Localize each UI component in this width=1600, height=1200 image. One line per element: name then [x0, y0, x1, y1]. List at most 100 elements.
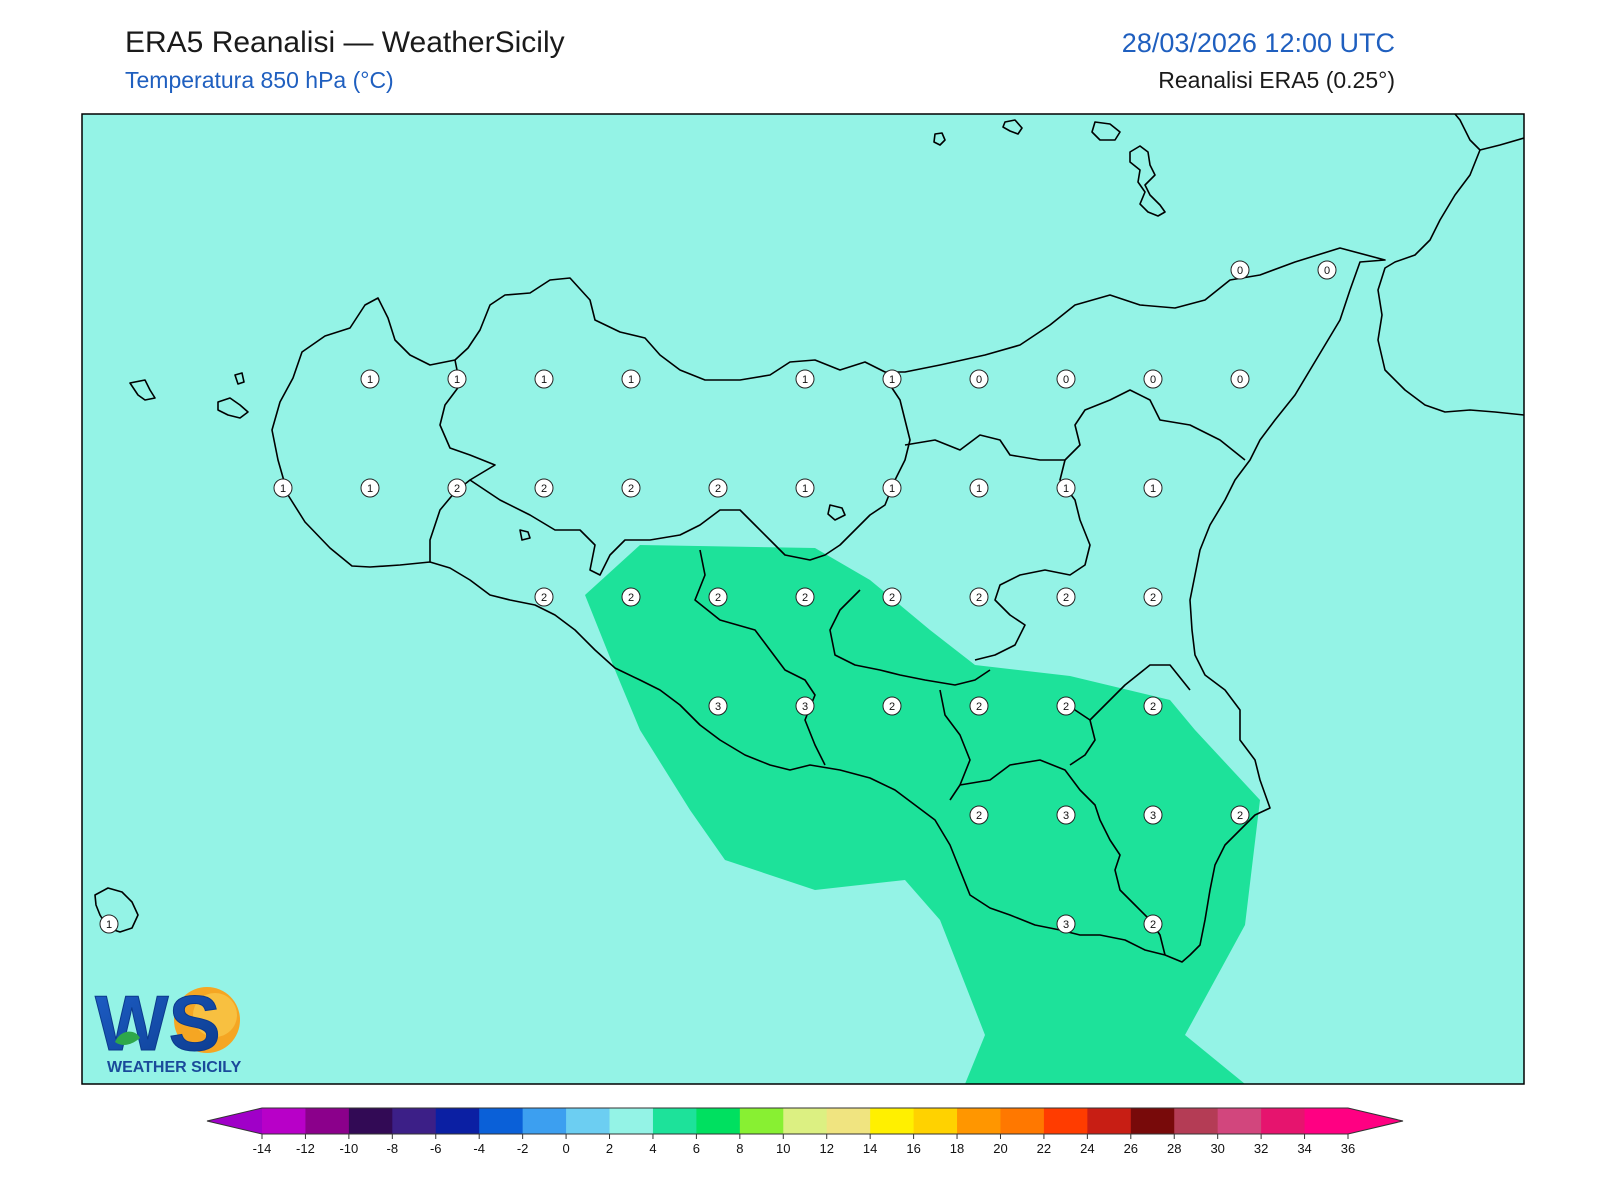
province-border: [469, 384, 911, 576]
station-marker: 2: [969, 805, 989, 825]
station-circle: [1143, 696, 1163, 716]
lake-outline: [827, 504, 846, 521]
station-value: 1: [628, 374, 634, 386]
logo-letters: WS: [95, 979, 221, 1067]
province-border: [1089, 664, 1191, 721]
station-circle: [1143, 369, 1163, 389]
station-value: 1: [367, 483, 373, 495]
colorbar-tick-label: -14: [253, 1141, 272, 1156]
calabria-coastline: [1377, 149, 1524, 416]
station-value: 1: [1063, 483, 1069, 495]
station-marker: 3: [1056, 805, 1076, 825]
colorbar-segment: [1261, 1108, 1306, 1134]
colorbar-tick-label: 26: [1124, 1141, 1138, 1156]
province-border: [959, 759, 1166, 956]
station-value: 1: [106, 919, 112, 931]
station-value: 1: [802, 374, 808, 386]
province-border: [429, 359, 496, 562]
map-title: ERA5 Reanalisi — WeatherSicily: [125, 26, 565, 59]
station-circle: [1056, 587, 1076, 607]
station-circle: [708, 478, 728, 498]
colorbar-segment: [566, 1108, 611, 1134]
colorbar-under-extend: [207, 1108, 262, 1134]
colorbar-tick-label: 8: [736, 1141, 743, 1156]
station-marker: 2: [621, 587, 641, 607]
station-value: 2: [454, 483, 460, 495]
colorbar-segment: [305, 1108, 350, 1134]
station-value: 2: [976, 810, 982, 822]
colorbar-segment: [435, 1108, 480, 1134]
station-value: 0: [976, 374, 982, 386]
station-marker: 1: [882, 369, 902, 389]
colorbar-segment: [1043, 1108, 1088, 1134]
sicily-coastline: [271, 247, 1386, 963]
station-value: 1: [280, 483, 286, 495]
colorbar-segment: [870, 1108, 915, 1134]
station-value: 1: [1150, 483, 1156, 495]
station-circle: [795, 369, 815, 389]
colorbar-tick-label: -2: [517, 1141, 529, 1156]
station-marker: 1: [99, 914, 119, 934]
station-marker: 2: [795, 587, 815, 607]
island-coastline: [1129, 145, 1166, 217]
station-value: 3: [1063, 810, 1069, 822]
station-circle: [882, 587, 902, 607]
colorbar: -14 -12 -10 -8 -6 -4 -2 0 2 4 6 8 10 12 14 16 18 20 22 24 26…: [206, 1107, 1404, 1156]
station-circle: [708, 696, 728, 716]
colorbar-segment: [826, 1108, 871, 1134]
station-value: 3: [715, 701, 721, 713]
weather-sicily-logo: WS WEATHER SICILY: [95, 979, 242, 1077]
station-marker: 2: [882, 696, 902, 716]
station-value: 2: [715, 592, 721, 604]
province-border: [974, 459, 1091, 661]
colorbar-segment: [609, 1108, 654, 1134]
station-value: 2: [1150, 592, 1156, 604]
colorbar-tick-label: 16: [906, 1141, 920, 1156]
station-circle: [969, 696, 989, 716]
station-marker: 1: [447, 369, 467, 389]
station-value: 2: [541, 592, 547, 604]
temperature-field-2-4: [585, 545, 1260, 1084]
colorbar-segment: [262, 1108, 306, 1134]
station-marker: 1: [795, 478, 815, 498]
station-value: 1: [976, 483, 982, 495]
station-value: 1: [802, 483, 808, 495]
colorbar-tick-label: 22: [1037, 1141, 1051, 1156]
station-value: 2: [889, 592, 895, 604]
station-marker: 1: [360, 478, 380, 498]
station-marker: 2: [1143, 914, 1163, 934]
station-circle: [1230, 369, 1250, 389]
station-marker: 0: [969, 369, 989, 389]
station-value: 0: [1237, 265, 1243, 277]
colorbar-segment: [1130, 1108, 1175, 1134]
station-value: 1: [367, 374, 373, 386]
station-value: 2: [976, 701, 982, 713]
station-circle: [969, 587, 989, 607]
station-marker: 1: [969, 478, 989, 498]
station-circle: [795, 478, 815, 498]
colorbar-segment: [1000, 1108, 1045, 1134]
station-circle: [1143, 478, 1163, 498]
colorbar-tick-label: -10: [339, 1141, 358, 1156]
station-marker: 1: [621, 369, 641, 389]
station-value: 3: [802, 701, 808, 713]
station-circle: [1143, 805, 1163, 825]
station-marker: 1: [795, 369, 815, 389]
station-marker: 2: [1143, 696, 1163, 716]
station-marker: 0: [1230, 260, 1250, 280]
station-circle: [1056, 805, 1076, 825]
colorbar-tick-label: -4: [473, 1141, 485, 1156]
station-circle: [1143, 587, 1163, 607]
station-value: 0: [1063, 374, 1069, 386]
station-value: 1: [454, 374, 460, 386]
station-marker: 0: [1317, 260, 1337, 280]
map-datetime: 28/03/2026 12:00 UTC: [1121, 28, 1395, 58]
station-marker: 2: [969, 587, 989, 607]
station-value: 0: [1237, 374, 1243, 386]
station-circle: [708, 587, 728, 607]
station-circle: [621, 478, 641, 498]
station-value: 2: [802, 592, 808, 604]
station-marker: 2: [1056, 696, 1076, 716]
station-marker: 3: [1143, 805, 1163, 825]
